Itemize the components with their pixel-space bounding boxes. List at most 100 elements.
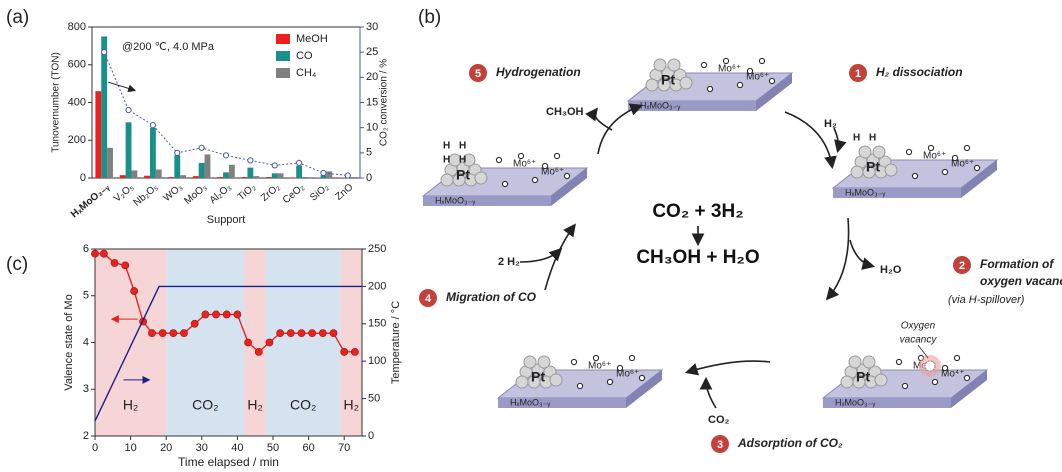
- conversion-point: [321, 170, 326, 175]
- region-label: CO₂: [192, 397, 218, 413]
- cycle-arrow: [828, 218, 849, 298]
- pt-atom: [841, 376, 853, 388]
- pt-atom: [475, 172, 487, 184]
- y-tick-label: 5: [83, 290, 89, 302]
- y-tick-label: 2: [83, 430, 89, 442]
- series-point: [191, 320, 198, 327]
- x-tick-label: 50: [267, 442, 279, 454]
- pt-atom: [885, 164, 897, 176]
- region-label: H₂: [344, 397, 360, 413]
- step-number: 3: [717, 439, 723, 451]
- legend-swatch: [276, 68, 290, 78]
- x-tick-label: TiO₂: [236, 182, 258, 203]
- x-tick-label: HₓMoO₃₋ᵧ: [69, 182, 112, 221]
- bar: [95, 91, 101, 178]
- note: CO₂: [708, 414, 730, 426]
- y2-tick-label: 150: [368, 318, 386, 330]
- support-label: HₓMoO₃₋ᵧ: [640, 100, 680, 110]
- note: CH₃OH: [546, 106, 584, 118]
- bar: [229, 165, 235, 178]
- region-label: CO₂: [290, 397, 316, 413]
- series-point: [234, 311, 241, 318]
- mo-label: Mo⁶⁺: [746, 72, 769, 83]
- support-label: HₓMoO₃₋ᵧ: [435, 195, 475, 205]
- y2-axis-label: CO₂ conversion / %: [379, 59, 390, 146]
- mo-label: Mo⁶⁺: [588, 361, 611, 372]
- support-label: HₓMoO₃₋ᵧ: [845, 187, 885, 197]
- y2-tick-label: 250: [368, 243, 386, 255]
- bar: [131, 170, 137, 178]
- panel-label: (a): [6, 7, 29, 28]
- bar: [126, 122, 132, 178]
- pt-atom: [538, 356, 550, 368]
- pt-atom: [654, 59, 666, 71]
- h-atom: H: [443, 155, 450, 166]
- conversion-point: [126, 107, 131, 112]
- x-tick-label: WO₃: [162, 182, 185, 204]
- bar: [120, 175, 126, 178]
- x-tick-label: Al₂O₃: [208, 182, 234, 206]
- series-point: [159, 330, 166, 337]
- step-number: 5: [475, 68, 481, 80]
- step-number: 4: [425, 293, 432, 305]
- step-label: Migration of CO: [446, 290, 537, 304]
- pt-label: Pt: [856, 369, 870, 385]
- y-tick-label: 600: [68, 59, 86, 71]
- pt-atom: [873, 146, 885, 158]
- note: H₂: [824, 118, 837, 130]
- series-point: [202, 311, 209, 318]
- bar: [107, 148, 113, 178]
- o-atom: [701, 62, 706, 67]
- y-tick-label: 800: [68, 21, 86, 33]
- o-atom: [964, 145, 969, 150]
- panel-label: (b): [418, 7, 441, 28]
- bar: [169, 177, 175, 178]
- x-tick-label: 30: [196, 442, 208, 454]
- h-atom: H: [443, 141, 450, 152]
- bar: [247, 168, 253, 178]
- cycle-arrow: [706, 380, 716, 408]
- cycle-arrow: [520, 250, 560, 262]
- o-atom: [639, 375, 644, 380]
- bar: [242, 177, 248, 178]
- series-point: [330, 330, 337, 337]
- y2-tick-label: 50: [368, 393, 380, 405]
- annotation: @200 ℃, 4.0 MPa: [122, 41, 215, 53]
- y2-tick-label: 5: [366, 147, 372, 159]
- x-tick-label: 20: [160, 442, 172, 454]
- y-axis-label: Tunovernumber (TON): [51, 52, 62, 153]
- series-point: [309, 330, 316, 337]
- y2-tick-label: 200: [368, 280, 386, 292]
- legend-swatch: [276, 51, 290, 61]
- bar: [296, 166, 302, 178]
- o-atom: [974, 165, 979, 170]
- series-point: [148, 330, 155, 337]
- bar: [193, 176, 199, 178]
- y-tick-label: 0: [80, 172, 86, 184]
- conversion-point: [272, 163, 277, 168]
- pt-label: Pt: [456, 167, 470, 183]
- x-tick-label: 0: [92, 442, 98, 454]
- cycle-arrow: [545, 226, 574, 290]
- series-point: [351, 348, 358, 355]
- conversion-point: [248, 158, 253, 163]
- conversion-point: [150, 123, 155, 128]
- series-point: [341, 348, 348, 355]
- o-atom: [564, 173, 569, 178]
- mo-label: Mo⁶⁺: [513, 159, 536, 170]
- h-atom: H: [459, 141, 466, 152]
- vacancy: [925, 361, 935, 371]
- o-atom: [554, 153, 559, 158]
- o-atom: [896, 359, 901, 364]
- bar: [180, 175, 186, 178]
- bar: [266, 177, 272, 178]
- y-axis-label: Valence state of Mo: [63, 294, 75, 390]
- x-tick-label: 10: [124, 442, 136, 454]
- note: Oxygen: [901, 321, 936, 332]
- pt-atom: [851, 166, 863, 178]
- pointer-arrow: [108, 82, 134, 90]
- conversion-point: [296, 160, 301, 165]
- mo-label: Mo⁶⁺: [923, 151, 946, 162]
- cycle-arrow: [834, 128, 839, 150]
- cycle-arrow: [688, 361, 770, 372]
